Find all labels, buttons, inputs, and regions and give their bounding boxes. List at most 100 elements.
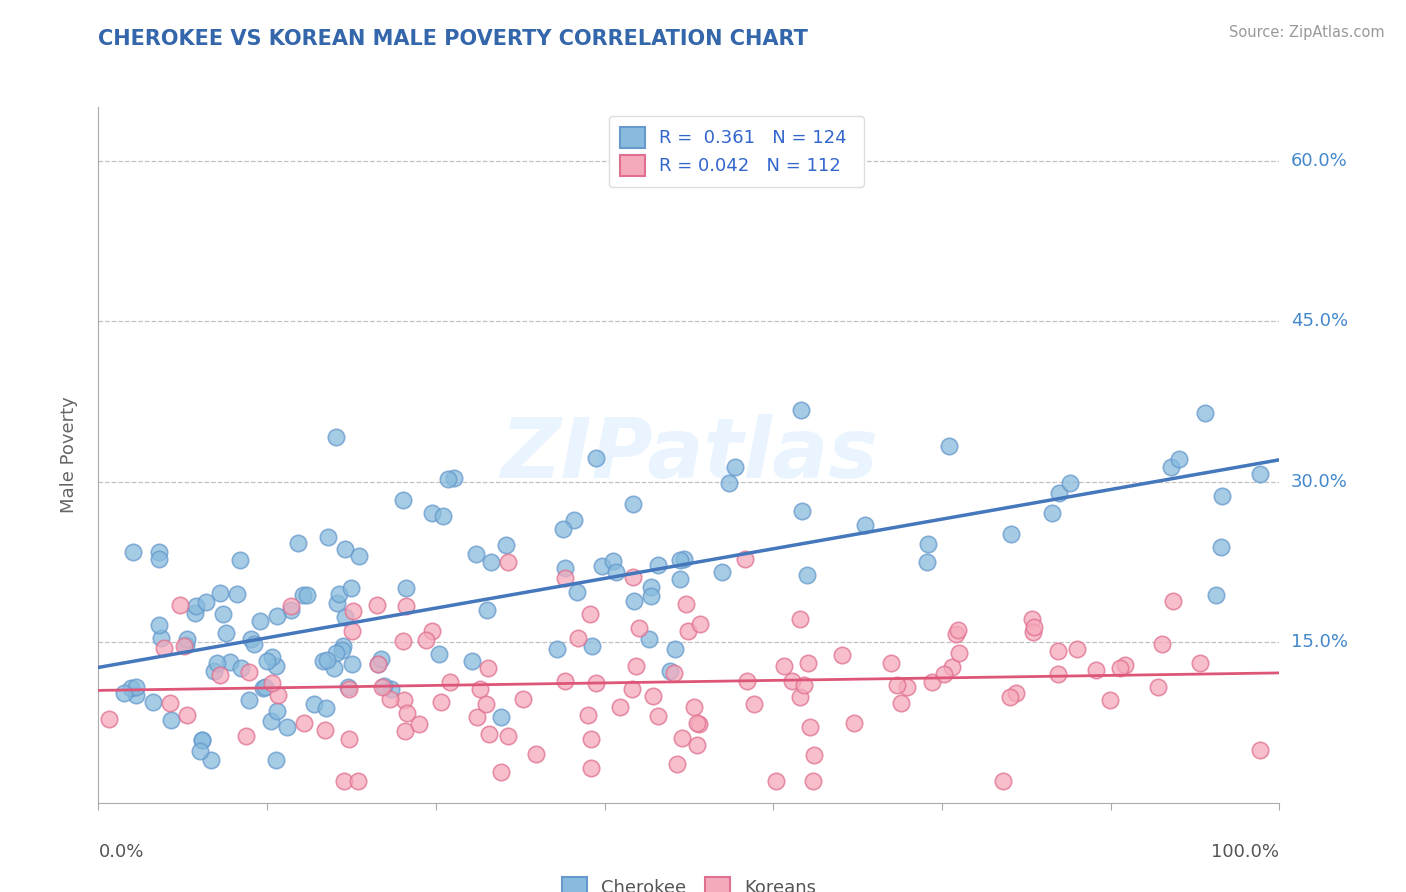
- Point: [465, 547, 488, 561]
- Point: [1004, 686, 1026, 700]
- Point: [585, 450, 607, 465]
- Point: [367, 657, 389, 671]
- Point: [896, 680, 918, 694]
- Point: [302, 698, 325, 712]
- Point: [252, 681, 274, 695]
- Point: [915, 554, 938, 568]
- Point: [688, 716, 710, 731]
- Point: [579, 732, 602, 747]
- Point: [637, 632, 659, 646]
- Point: [150, 631, 173, 645]
- Point: [948, 623, 970, 637]
- Point: [292, 716, 315, 731]
- Point: [605, 566, 627, 580]
- Point: [184, 599, 207, 614]
- Point: [491, 710, 513, 724]
- Point: [240, 632, 263, 647]
- Point: [392, 633, 415, 648]
- Point: [340, 582, 363, 596]
- Point: [188, 744, 211, 758]
- Point: [325, 646, 347, 660]
- Point: [628, 621, 651, 635]
- Point: [330, 643, 353, 657]
- Point: [921, 675, 943, 690]
- Point: [1022, 619, 1045, 633]
- Point: [1167, 452, 1189, 467]
- Point: [554, 571, 576, 585]
- Point: [1059, 475, 1081, 490]
- Point: [1114, 657, 1136, 672]
- Point: [148, 618, 170, 632]
- Point: [1189, 656, 1212, 670]
- Point: [98, 712, 121, 726]
- Point: [342, 624, 364, 638]
- Point: [662, 666, 685, 681]
- Point: [229, 553, 252, 567]
- Point: [886, 678, 908, 692]
- Point: [591, 558, 613, 573]
- Point: [765, 774, 787, 789]
- Point: [554, 674, 576, 689]
- Point: [373, 679, 395, 693]
- Point: [579, 607, 602, 622]
- Point: [392, 492, 415, 507]
- Point: [112, 685, 135, 699]
- Point: [669, 553, 692, 567]
- Point: [328, 587, 350, 601]
- Point: [773, 658, 796, 673]
- Point: [801, 774, 824, 789]
- Point: [333, 610, 356, 624]
- Point: [427, 648, 450, 662]
- Point: [664, 642, 686, 657]
- Point: [370, 680, 392, 694]
- Point: [225, 587, 247, 601]
- Point: [266, 704, 288, 718]
- Point: [392, 693, 415, 707]
- Point: [184, 607, 207, 621]
- Point: [408, 717, 430, 731]
- Point: [316, 530, 339, 544]
- Point: [581, 640, 603, 654]
- Point: [264, 753, 287, 767]
- Point: [314, 723, 336, 737]
- Point: [443, 471, 465, 485]
- Point: [238, 665, 260, 679]
- Point: [125, 688, 148, 702]
- Point: [276, 719, 298, 733]
- Point: [998, 690, 1021, 704]
- Point: [477, 602, 499, 616]
- Point: [621, 497, 644, 511]
- Point: [477, 661, 499, 675]
- Point: [194, 595, 217, 609]
- Point: [546, 642, 568, 657]
- Point: [672, 552, 695, 566]
- Point: [945, 627, 967, 641]
- Point: [439, 674, 461, 689]
- Y-axis label: Male Poverty: Male Poverty: [59, 397, 77, 513]
- Point: [1066, 641, 1088, 656]
- Point: [991, 774, 1014, 789]
- Point: [689, 617, 711, 632]
- Point: [666, 757, 689, 772]
- Point: [671, 731, 693, 746]
- Point: [262, 675, 284, 690]
- Point: [489, 765, 512, 780]
- Legend: Cherokee, Koreans: Cherokee, Koreans: [554, 870, 824, 892]
- Point: [1211, 540, 1233, 554]
- Point: [792, 503, 814, 517]
- Point: [621, 570, 644, 584]
- Point: [941, 660, 963, 674]
- Point: [938, 439, 960, 453]
- Text: 45.0%: 45.0%: [1291, 312, 1348, 330]
- Point: [280, 599, 302, 613]
- Point: [420, 624, 443, 639]
- Point: [148, 551, 170, 566]
- Point: [395, 706, 418, 720]
- Point: [578, 707, 600, 722]
- Point: [340, 657, 363, 672]
- Point: [562, 513, 585, 527]
- Point: [602, 554, 624, 568]
- Point: [737, 674, 759, 689]
- Point: [380, 692, 402, 706]
- Point: [176, 707, 198, 722]
